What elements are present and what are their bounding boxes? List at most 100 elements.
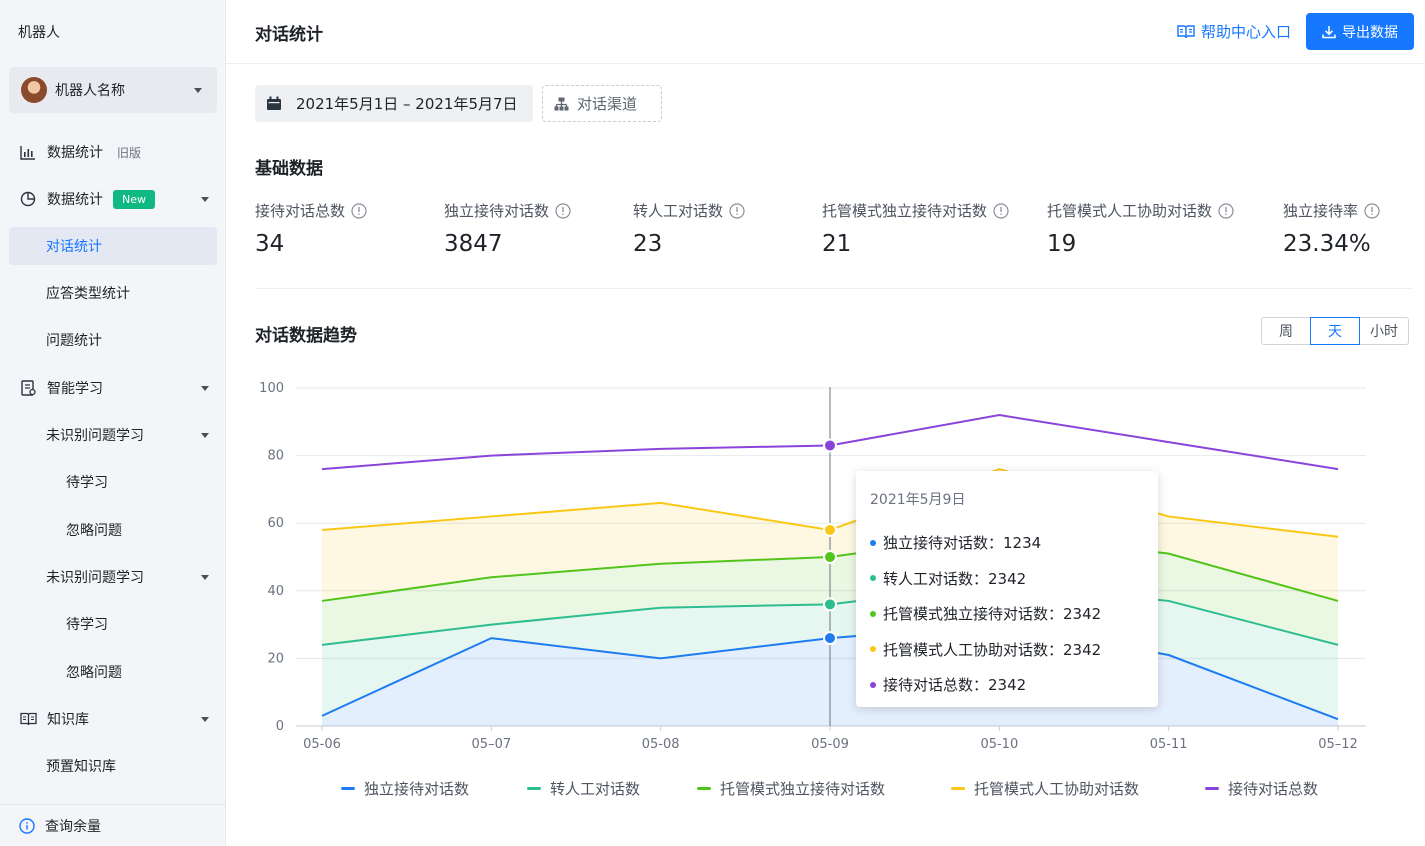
legend-item[interactable]: 接待对话总数	[1205, 778, 1318, 798]
sidebar-item-label: 忽略问题	[66, 665, 122, 681]
date-range-value: 2021年5月1日 – 2021年5月7日	[296, 95, 518, 113]
series-dot	[870, 575, 876, 582]
x-tick-label: 05-06	[303, 737, 341, 752]
sidebar-item-label: 应答类型统计	[46, 286, 130, 302]
sidebar-item-question-stats[interactable]: 问题统计	[9, 321, 217, 359]
sidebar-item-label: 忽略问题	[66, 523, 122, 539]
trend-title: 对话数据趋势	[255, 326, 357, 346]
sidebar-item-ignore-2[interactable]: 忽略问题	[9, 653, 217, 691]
help-center-link[interactable]: 帮助中心入口	[1177, 21, 1291, 42]
info-icon[interactable]	[1218, 202, 1234, 219]
legend-item[interactable]: 独立接待对话数	[341, 778, 469, 798]
x-tick-label: 05–12	[1318, 737, 1358, 752]
data-point[interactable]	[823, 522, 837, 537]
stat-value: 3847	[444, 231, 503, 257]
sidebar-item-dialog-stats[interactable]: 对话统计	[9, 227, 217, 265]
sidebar-item-preset-kb[interactable]: 预置知识库	[9, 747, 217, 785]
bot-selector[interactable]: 机器人名称	[9, 67, 217, 113]
y-tick-label: 60	[267, 516, 284, 531]
sidebar: 机器人 机器人名称 数据统计 旧版 数据统计 New 对话统计 应答类型统计 问题统计 智能学…	[0, 0, 226, 846]
sidebar-item-answer-type-stats[interactable]: 应答类型统计	[9, 274, 217, 312]
info-icon[interactable]	[555, 202, 571, 219]
info-icon[interactable]	[729, 202, 745, 219]
sidebar-item-knowledge-base[interactable]: 知识库	[9, 700, 217, 738]
series-dot	[870, 539, 876, 546]
stat-card: 托管模式人工协助对话数 19	[1047, 200, 1234, 257]
tooltip-row: 转人工对话数：2342	[870, 561, 1144, 597]
help-center-label: 帮助中心入口	[1200, 23, 1291, 41]
chevron-down-icon	[201, 385, 209, 391]
chevron-down-icon	[201, 196, 209, 202]
sidebar-item-label: 待学习	[66, 475, 108, 491]
stat-label: 转人工对话数	[633, 202, 724, 220]
series-dot	[870, 646, 876, 653]
legend-item[interactable]: 转人工对话数	[527, 778, 640, 798]
chart-tooltip: 2021年5月9日 独立接待对话数：1234 转人工对话数：2342 托管模式独立接…	[856, 471, 1158, 707]
sidebar-item-to-learn-1[interactable]: 待学习	[9, 463, 217, 501]
y-tick-label: 100	[259, 381, 284, 396]
x-tick-label: 05-08	[642, 737, 680, 752]
data-point[interactable]	[823, 438, 837, 453]
granularity-option[interactable]: 小时	[1359, 317, 1409, 345]
legend-item[interactable]: 托管模式人工协助对话数	[951, 778, 1139, 798]
x-tick-label: 05-11	[1150, 737, 1188, 752]
avatar	[21, 77, 47, 103]
stat-card: 独立接待率 23.34%	[1283, 200, 1380, 257]
book-icon	[19, 710, 37, 728]
sidebar-item-smart-learning[interactable]: 智能学习	[9, 369, 217, 407]
x-tick-label: 05–07	[472, 737, 512, 752]
query-balance-label: 查询余量	[45, 818, 101, 835]
legend-item[interactable]: 托管模式独立接待对话数	[697, 778, 885, 798]
sidebar-item-label: 未识别问题学习	[46, 570, 144, 586]
chevron-down-icon	[194, 87, 202, 93]
stat-label: 独立接待率	[1283, 202, 1359, 220]
hierarchy-icon	[554, 97, 569, 111]
granularity-option[interactable]: 天	[1310, 317, 1360, 345]
stat-label-row: 托管模式独立接待对话数	[822, 200, 1009, 221]
sidebar-item-data-stats[interactable]: 数据统计 New	[9, 180, 217, 218]
sidebar-item-ignore-1[interactable]: 忽略问题	[9, 511, 217, 549]
y-tick-label: 0	[276, 719, 284, 734]
info-icon[interactable]	[1364, 202, 1380, 219]
bar-chart-icon	[19, 143, 37, 161]
calendar-icon	[266, 96, 282, 111]
data-point[interactable]	[823, 550, 837, 564]
channel-filter-label: 对话渠道	[577, 95, 638, 113]
sidebar-item-to-learn-2[interactable]: 待学习	[9, 605, 217, 643]
stat-label: 接待对话总数	[255, 202, 346, 220]
sidebar-item-unrecognized-2[interactable]: 未识别问题学习	[9, 558, 217, 596]
y-tick-label: 20	[267, 651, 284, 666]
sidebar-item-label: 数据统计	[47, 145, 103, 161]
tooltip-row-label: 托管模式独立接待对话数：2342	[883, 605, 1102, 624]
sidebar-item-unrecognized-1[interactable]: 未识别问题学习	[9, 416, 217, 454]
stat-value: 21	[822, 231, 852, 257]
date-range-picker[interactable]: 2021年5月1日 – 2021年5月7日	[255, 85, 533, 122]
sidebar-item-data-stats-old[interactable]: 数据统计 旧版	[9, 133, 217, 171]
y-tick-label: 40	[267, 584, 284, 599]
stat-label-row: 托管模式人工协助对话数	[1047, 200, 1234, 221]
data-point[interactable]	[823, 631, 837, 646]
channel-filter[interactable]: 对话渠道	[542, 85, 662, 122]
chevron-down-icon	[201, 716, 209, 722]
tooltip-row-label: 独立接待对话数：1234	[883, 534, 1042, 553]
legend-label: 托管模式独立接待对话数	[720, 779, 886, 798]
tooltip-row-label: 转人工对话数：2342	[883, 569, 1027, 588]
granularity-option[interactable]: 周	[1261, 317, 1311, 345]
stat-card: 转人工对话数 23	[633, 200, 745, 257]
tooltip-row: 接待对话总数：2342	[870, 667, 1144, 703]
stat-label: 托管模式独立接待对话数	[822, 202, 988, 220]
sidebar-brand: 机器人	[18, 25, 60, 41]
query-balance[interactable]: 查询余量	[0, 804, 226, 846]
x-tick-label: 05-10	[980, 737, 1018, 752]
stat-card: 接待对话总数 34	[255, 200, 367, 257]
export-button[interactable]: 导出数据	[1306, 13, 1414, 50]
data-point[interactable]	[823, 597, 837, 612]
legend-swatch	[1205, 786, 1219, 790]
info-icon[interactable]	[351, 202, 367, 219]
legacy-tag: 旧版	[117, 145, 142, 160]
stat-label: 托管模式人工协助对话数	[1047, 202, 1213, 220]
legend-swatch	[697, 786, 711, 790]
info-icon[interactable]	[993, 202, 1009, 219]
stat-value: 23.34%	[1283, 231, 1371, 257]
sidebar-item-label: 待学习	[66, 617, 108, 633]
